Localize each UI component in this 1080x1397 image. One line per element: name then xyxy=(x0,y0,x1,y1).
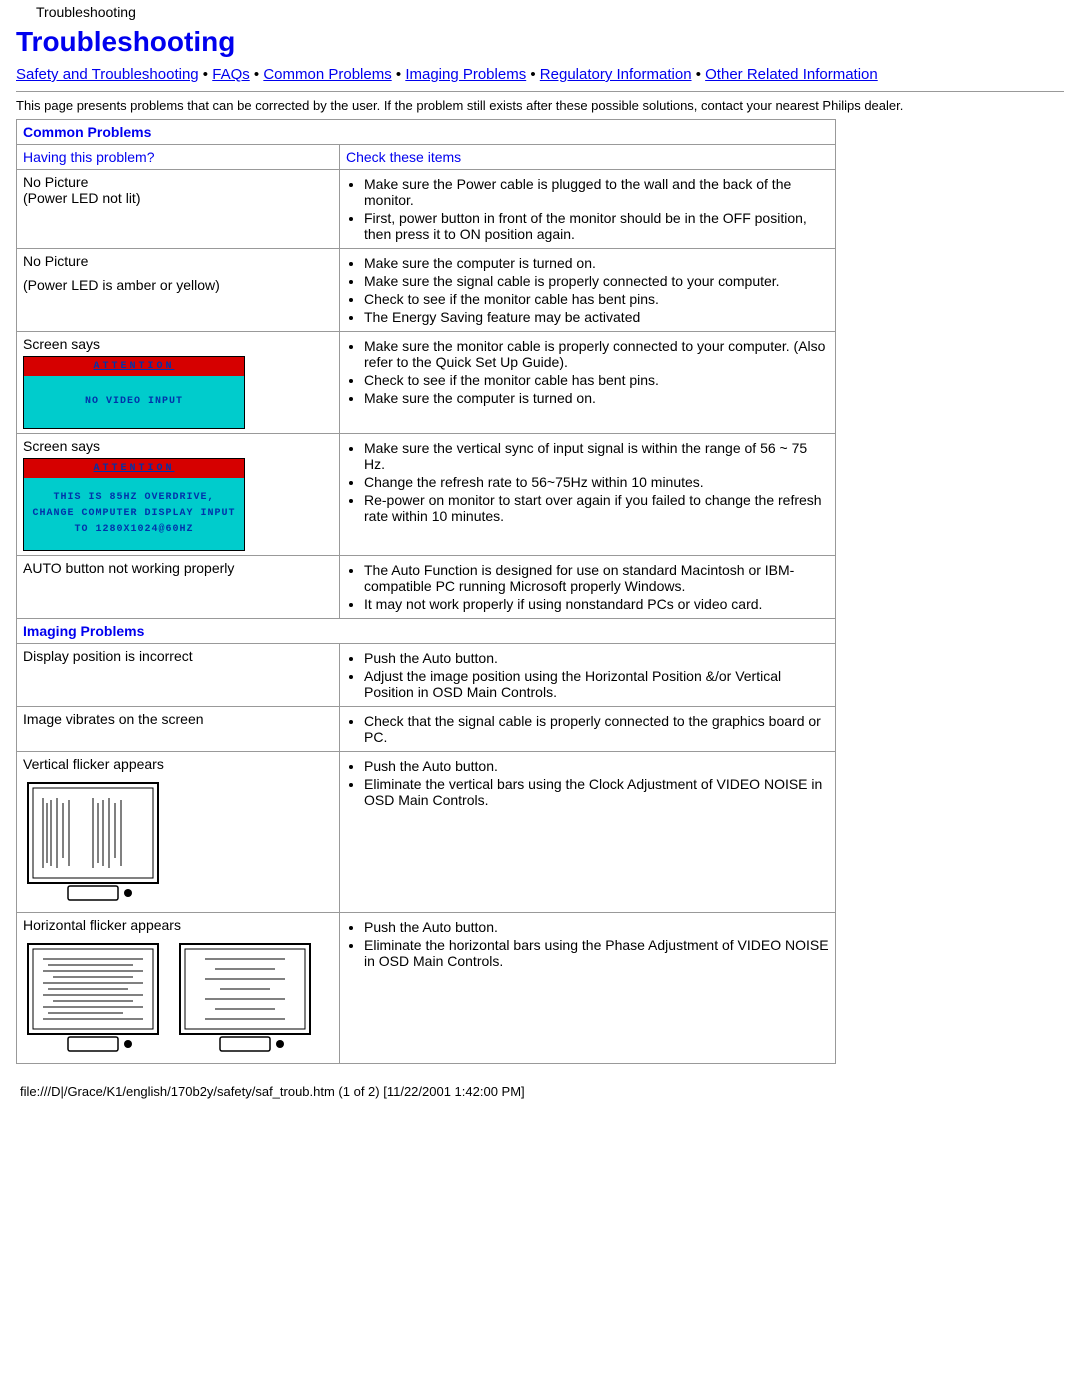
nav-link-other[interactable]: Other Related Information xyxy=(705,66,878,83)
table-row: Screen says ATTENTION NO VIDEO INPUT Mak… xyxy=(17,332,836,434)
check-item: Push the Auto button. xyxy=(364,758,829,774)
problem-line: Screen says xyxy=(23,438,333,454)
check-item: Make sure the vertical sync of input sig… xyxy=(364,440,829,472)
problem-cell: Vertical flicker appears xyxy=(17,752,340,913)
section-header-common: Common Problems xyxy=(17,120,836,145)
problem-line: Display position is incorrect xyxy=(23,648,333,664)
check-cell: Make sure the computer is turned on. Mak… xyxy=(340,249,836,332)
attention-box: ATTENTION NO VIDEO INPUT xyxy=(23,356,245,429)
check-item: Push the Auto button. xyxy=(364,650,829,666)
check-cell: Push the Auto button. Eliminate the vert… xyxy=(340,752,836,913)
attention-body: THIS IS 85HZ OVERDRIVE, CHANGE COMPUTER … xyxy=(24,478,244,550)
table-row: Screen says ATTENTION THIS IS 85HZ OVERD… xyxy=(17,434,836,556)
horizontal-flicker-icon xyxy=(175,939,315,1059)
table-row: Display position is incorrect Push the A… xyxy=(17,644,836,707)
col-header-check: Check these items xyxy=(340,145,836,170)
problem-line: Horizontal flicker appears xyxy=(23,917,333,933)
separator: • xyxy=(392,66,406,83)
check-item: Check to see if the monitor cable has be… xyxy=(364,291,829,307)
check-item: Re-power on monitor to start over again … xyxy=(364,492,829,524)
check-cell: Make sure the monitor cable is properly … xyxy=(340,332,836,434)
check-item: It may not work properly if using nonsta… xyxy=(364,596,829,612)
attention-box: ATTENTION THIS IS 85HZ OVERDRIVE, CHANGE… xyxy=(23,458,245,551)
check-item: Push the Auto button. xyxy=(364,919,829,935)
attention-head: ATTENTION xyxy=(24,357,244,376)
problem-line: No Picture xyxy=(23,253,333,269)
problem-cell: Image vibrates on the screen xyxy=(17,707,340,752)
check-item: Adjust the image position using the Hori… xyxy=(364,668,829,700)
separator: • xyxy=(526,66,540,83)
problem-line: Image vibrates on the screen xyxy=(23,711,333,727)
check-item: Eliminate the vertical bars using the Cl… xyxy=(364,776,829,808)
problem-cell: Horizontal flicker appears xyxy=(17,913,340,1064)
table-row: AUTO button not working properly The Aut… xyxy=(17,556,836,619)
problem-cell: No Picture (Power LED not lit) xyxy=(17,170,340,249)
troubleshooting-table: Common Problems Having this problem? Che… xyxy=(16,119,836,1064)
attention-head: ATTENTION xyxy=(24,459,244,478)
horizontal-flicker-icon xyxy=(23,939,163,1059)
separator: • xyxy=(250,66,264,83)
check-item: Change the refresh rate to 56~75Hz withi… xyxy=(364,474,829,490)
page-title: Troubleshooting xyxy=(16,26,1064,58)
table-row: No Picture (Power LED not lit) Make sure… xyxy=(17,170,836,249)
nav-link-faqs[interactable]: FAQs xyxy=(212,66,250,83)
problem-cell: Screen says ATTENTION NO VIDEO INPUT xyxy=(17,332,340,434)
footer-path: file:///D|/Grace/K1/english/170b2y/safet… xyxy=(16,1084,1064,1099)
check-item: The Energy Saving feature may be activat… xyxy=(364,309,829,325)
problem-line: AUTO button not working properly xyxy=(23,560,333,576)
check-item: Make sure the signal cable is properly c… xyxy=(364,273,829,289)
divider xyxy=(16,91,1064,92)
nav-link-imaging[interactable]: Imaging Problems xyxy=(405,66,526,83)
check-item: Make sure the Power cable is plugged to … xyxy=(364,176,829,208)
check-cell: The Auto Function is designed for use on… xyxy=(340,556,836,619)
table-row: Horizontal flicker appears xyxy=(17,913,836,1064)
check-item: Make sure the computer is turned on. xyxy=(364,255,829,271)
check-item: Check that the signal cable is properly … xyxy=(364,713,829,745)
check-item: Make sure the computer is turned on. xyxy=(364,390,829,406)
nav-link-regulatory[interactable]: Regulatory Information xyxy=(540,66,692,83)
check-item: Make sure the monitor cable is properly … xyxy=(364,338,829,370)
intro-text: This page presents problems that can be … xyxy=(16,98,1064,113)
check-cell: Check that the signal cable is properly … xyxy=(340,707,836,752)
check-item: Check to see if the monitor cable has be… xyxy=(364,372,829,388)
section-header-imaging: Imaging Problems xyxy=(17,619,836,644)
table-row: Image vibrates on the screen Check that … xyxy=(17,707,836,752)
separator: • xyxy=(199,66,213,83)
check-cell: Make sure the vertical sync of input sig… xyxy=(340,434,836,556)
check-cell: Make sure the Power cable is plugged to … xyxy=(340,170,836,249)
check-item: Eliminate the horizontal bars using the … xyxy=(364,937,829,969)
check-item: The Auto Function is designed for use on… xyxy=(364,562,829,594)
problem-line: No Picture xyxy=(23,174,333,190)
nav-link-safety[interactable]: Safety and Troubleshooting xyxy=(16,66,199,83)
problem-cell: No Picture (Power LED is amber or yellow… xyxy=(17,249,340,332)
nav-link-common[interactable]: Common Problems xyxy=(263,66,391,83)
col-header-problem: Having this problem? xyxy=(17,145,340,170)
separator: • xyxy=(692,66,706,83)
problem-line: Vertical flicker appears xyxy=(23,756,333,772)
table-row: No Picture (Power LED is amber or yellow… xyxy=(17,249,836,332)
breadcrumb: Troubleshooting xyxy=(16,0,1064,22)
check-cell: Push the Auto button. Adjust the image p… xyxy=(340,644,836,707)
problem-cell: Screen says ATTENTION THIS IS 85HZ OVERD… xyxy=(17,434,340,556)
nav-links: Safety and Troubleshooting • FAQs • Comm… xyxy=(16,66,1064,83)
problem-line: (Power LED is amber or yellow) xyxy=(23,277,333,293)
table-row: Vertical flicker appears xyxy=(17,752,836,913)
problem-cell: Display position is incorrect xyxy=(17,644,340,707)
check-cell: Push the Auto button. Eliminate the hori… xyxy=(340,913,836,1064)
problem-line: (Power LED not lit) xyxy=(23,190,333,206)
attention-body: NO VIDEO INPUT xyxy=(24,376,244,428)
check-item: First, power button in front of the moni… xyxy=(364,210,829,242)
vertical-flicker-icon xyxy=(23,778,163,908)
problem-line: Screen says xyxy=(23,336,333,352)
problem-cell: AUTO button not working properly xyxy=(17,556,340,619)
